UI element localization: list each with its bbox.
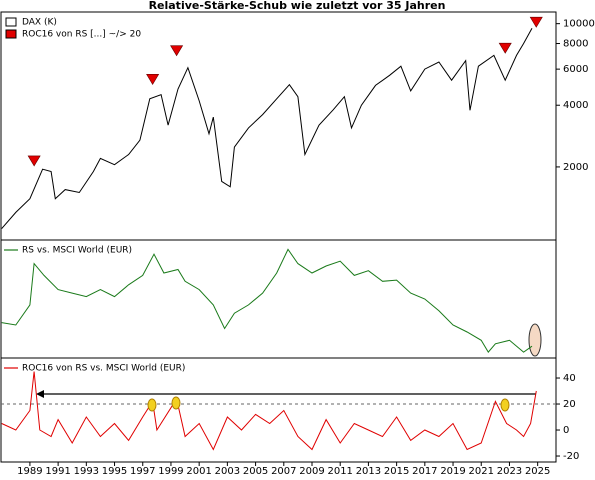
- x-tick-label: 1991: [45, 466, 70, 477]
- legend-label: ROC16 von RS [...] ~/> 20: [22, 30, 141, 40]
- series-line: [1, 27, 533, 229]
- x-tick-label: 1999: [158, 466, 183, 477]
- series-line: [1, 371, 537, 451]
- y-tick-label: -20: [563, 451, 579, 462]
- x-tick-label: 2009: [299, 466, 324, 477]
- x-tick-label: 2015: [384, 466, 409, 477]
- series-line: [1, 248, 533, 353]
- x-tick-label: 2025: [525, 466, 550, 477]
- signal-marker: [146, 74, 160, 85]
- highlight-circle: [147, 398, 157, 412]
- legend-swatch: [5, 29, 17, 39]
- legend-label: RS vs. MSCI World (EUR): [22, 246, 132, 256]
- x-tick-label: 1997: [130, 466, 155, 477]
- y-tick-label: 4000: [563, 100, 588, 111]
- legend-label: DAX (K): [22, 18, 57, 28]
- y-tick-label: 2000: [563, 162, 588, 173]
- signal-marker: [27, 155, 41, 167]
- chart-title: Relative-Stärke-Schub wie zuletzt vor 35…: [149, 0, 446, 12]
- x-tick-label: 2005: [243, 466, 268, 477]
- x-tick-label: 2007: [271, 466, 296, 477]
- signal-marker: [170, 45, 184, 57]
- y-tick-label: 8000: [563, 39, 588, 50]
- signal-marker: [498, 42, 512, 54]
- x-tick-label: 1995: [102, 466, 127, 477]
- legend-label: ROC16 von RS vs. MSCI World (EUR): [22, 364, 185, 374]
- panel-frame: [0, 357, 557, 463]
- x-tick-label: 2017: [412, 466, 437, 477]
- x-tick-label: 1993: [74, 466, 99, 477]
- highlight-circle: [171, 396, 181, 410]
- x-tick-label: 2019: [440, 466, 465, 477]
- highlight-circle: [500, 398, 510, 412]
- x-tick-label: 2001: [186, 466, 211, 477]
- legend-swatch: [5, 17, 17, 27]
- x-tick-label: 2023: [497, 466, 522, 477]
- signal-marker: [529, 16, 543, 28]
- x-tick-label: 2013: [356, 466, 381, 477]
- y-tick-label: 10000: [563, 19, 595, 30]
- y-tick-label: 0: [563, 425, 569, 436]
- x-tick-label: 2003: [215, 466, 240, 477]
- x-tick-label: 2021: [469, 466, 494, 477]
- y-tick-label: 40: [563, 373, 576, 384]
- highlight-ellipse: [528, 323, 542, 357]
- y-tick-label: 6000: [563, 64, 588, 75]
- y-tick-label: 20: [563, 399, 576, 410]
- x-tick-label: 2011: [327, 466, 352, 477]
- arrow-head: [36, 390, 44, 398]
- x-tick-label: 1989: [17, 466, 42, 477]
